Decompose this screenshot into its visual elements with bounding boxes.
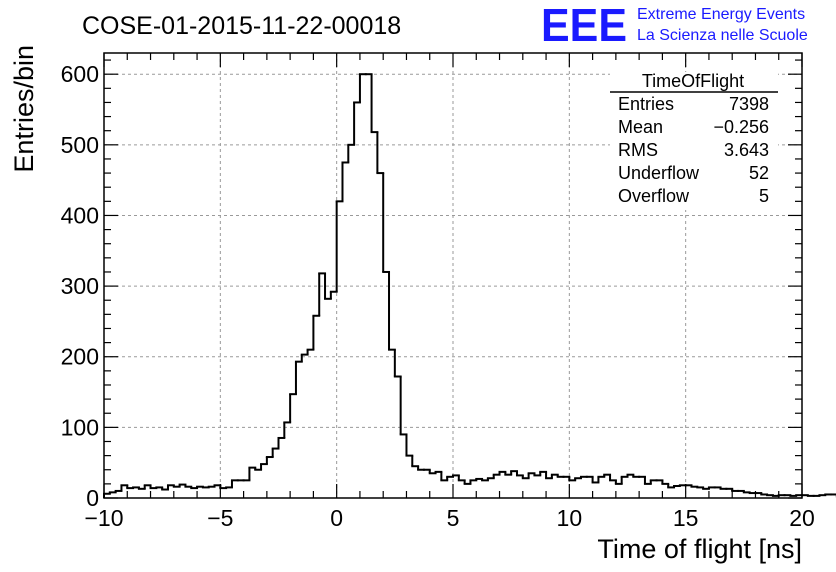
chart-title: COSE-01-2015-11-22-00018 bbox=[82, 12, 401, 40]
plot-frame bbox=[103, 52, 803, 499]
y-tick-label: 600 bbox=[61, 61, 99, 87]
x-tick-label: −10 bbox=[84, 505, 123, 531]
stats-label-mean: Mean bbox=[618, 117, 663, 137]
histogram-series bbox=[103, 73, 836, 498]
x-tick-label: 10 bbox=[557, 505, 583, 531]
x-tick-label: 15 bbox=[673, 505, 699, 531]
y-tick-label: 300 bbox=[61, 273, 99, 299]
eee-logo-line2: La Scienza nelle Scuole bbox=[637, 27, 808, 44]
stats-value-entries: 7398 bbox=[729, 94, 769, 114]
eee-logo-line1: Extreme Energy Events bbox=[637, 6, 805, 23]
y-tick-label: 500 bbox=[61, 132, 99, 158]
eee-logo: EEE Extreme Energy Events La Scienza nel… bbox=[541, 0, 808, 51]
eee-logo-mark: EEE bbox=[541, 0, 627, 51]
stats-label-entries: Entries bbox=[618, 94, 674, 114]
y-tick-labels: 0 100 200 300 400 500 600 bbox=[61, 61, 99, 511]
stats-value-underflow: 52 bbox=[749, 163, 769, 183]
stats-value-overflow: 5 bbox=[759, 186, 769, 206]
stats-label-overflow: Overflow bbox=[618, 186, 690, 206]
y-tick-label: 0 bbox=[86, 485, 99, 511]
y-axis-label: Entries/bin bbox=[9, 45, 39, 173]
x-axis-label: Time of flight [ns] bbox=[597, 534, 802, 564]
stats-box-bg bbox=[610, 72, 778, 210]
y-tick-label: 200 bbox=[61, 344, 99, 370]
stats-value-mean: −0.256 bbox=[713, 117, 769, 137]
stats-box: TimeOfFlight Entries 7398 Mean −0.256 RM… bbox=[610, 71, 778, 210]
stats-label-rms: RMS bbox=[618, 140, 658, 160]
y-tick-label: 100 bbox=[61, 414, 99, 440]
stats-label-underflow: Underflow bbox=[618, 163, 700, 183]
x-tick-label: 5 bbox=[447, 505, 460, 531]
x-tick-labels: −10 −5 0 5 10 15 20 bbox=[84, 505, 814, 531]
stats-title: TimeOfFlight bbox=[642, 71, 744, 91]
x-tick-label: 20 bbox=[789, 505, 815, 531]
x-tick-label: 0 bbox=[330, 505, 343, 531]
y-tick-label: 400 bbox=[61, 202, 99, 228]
x-tick-label: −5 bbox=[207, 505, 233, 531]
stats-value-rms: 3.643 bbox=[724, 140, 769, 160]
